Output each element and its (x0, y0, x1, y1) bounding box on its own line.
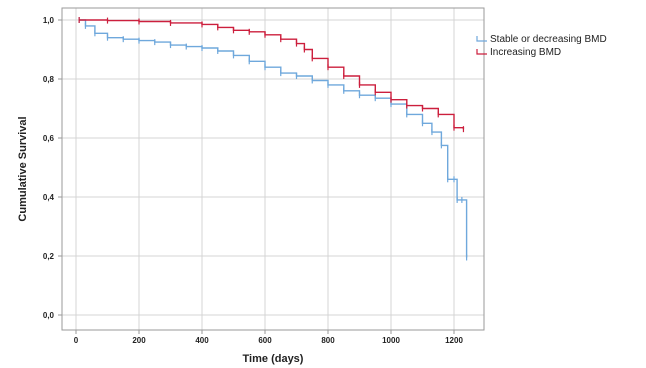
series-line-1 (79, 19, 465, 130)
x-tick-label: 400 (195, 336, 209, 345)
y-tick-label: 1,0 (43, 16, 55, 25)
x-tick-label: 200 (132, 336, 146, 345)
x-tick-label: 1000 (382, 336, 400, 345)
gridlines (62, 8, 484, 330)
series-group (78, 17, 468, 261)
x-tick-label: 1200 (445, 336, 463, 345)
x-tick-label: 600 (258, 336, 272, 345)
x-tick-label: 800 (321, 336, 335, 345)
y-axis-title: Cumulative Survival (17, 116, 29, 221)
x-tick-label: 0 (74, 336, 79, 345)
plot-frame (61, 7, 485, 331)
y-tick-label: 0,0 (43, 311, 55, 320)
legend: Stable or decreasing BMD Increasing BMD (476, 34, 607, 58)
y-tick-label: 0,6 (43, 134, 55, 143)
legend-swatch-stable (476, 36, 487, 42)
legend-label-increasing: Increasing BMD (490, 47, 561, 58)
legend-item-stable: Stable or decreasing BMD (476, 34, 607, 45)
y-tick-label: 0,2 (43, 252, 55, 261)
x-axis-ticks: 0 200 400 600 800 1000 1200 (74, 330, 463, 345)
y-axis-ticks: 0,0 0,2 0,4 0,6 0,8 1,0 (43, 16, 62, 320)
y-tick-label: 0,8 (43, 75, 55, 84)
x-axis-title: Time (days) (243, 353, 304, 365)
legend-label-stable: Stable or decreasing BMD (490, 34, 607, 45)
y-tick-label: 0,4 (43, 193, 55, 202)
legend-swatch-increasing (476, 49, 487, 55)
legend-item-increasing: Increasing BMD (476, 47, 561, 58)
series-line-0 (79, 19, 468, 258)
